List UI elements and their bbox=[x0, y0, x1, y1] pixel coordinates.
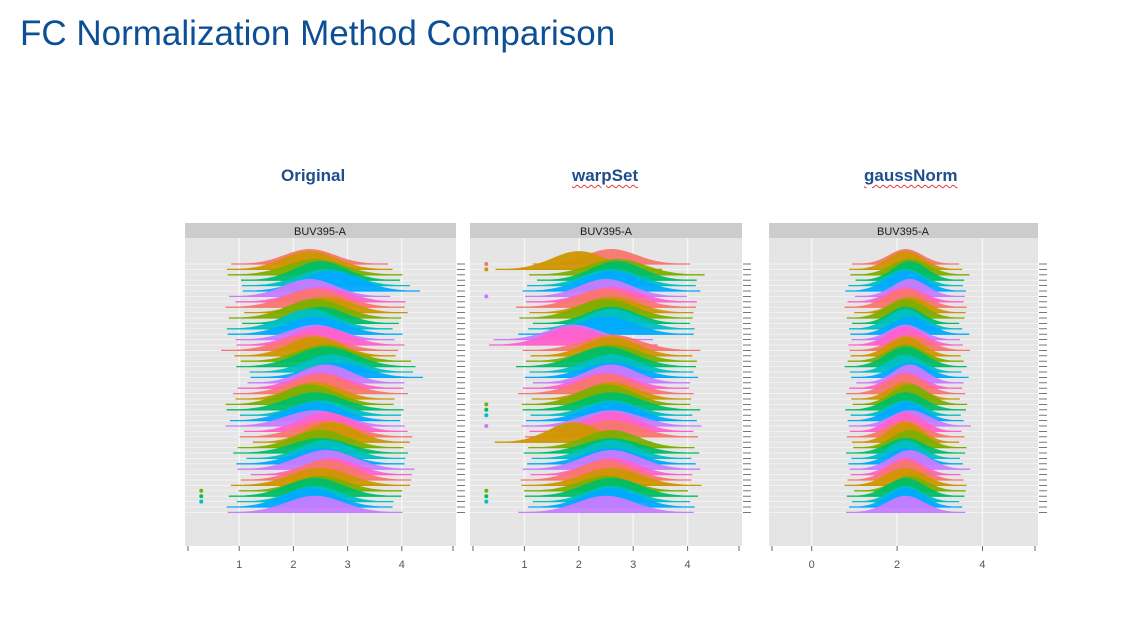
density-ridge bbox=[241, 495, 389, 513]
density-ridge bbox=[239, 288, 392, 308]
outlier-point bbox=[484, 407, 489, 412]
x-tick-label: 2 bbox=[894, 559, 900, 571]
strip-label: BUV395-A bbox=[877, 226, 930, 238]
density-ridge bbox=[531, 495, 681, 513]
slide-title: FC Normalization Method Comparison bbox=[20, 14, 616, 53]
right-ticks bbox=[743, 263, 751, 513]
right-ticks bbox=[457, 263, 465, 513]
x-tick-label: 4 bbox=[979, 559, 985, 571]
outlier-point bbox=[484, 494, 489, 499]
x-tick-label: 1 bbox=[236, 559, 242, 571]
x-axis: 0 2 4 bbox=[771, 546, 1036, 571]
method-label-gaussnorm: gaussNorm bbox=[864, 166, 958, 185]
right-ticks bbox=[1039, 263, 1047, 513]
outlier-point bbox=[484, 424, 489, 428]
density-ridges bbox=[489, 249, 705, 514]
method-label-warpset: warpSet bbox=[572, 166, 639, 185]
outlier-point bbox=[484, 488, 489, 493]
x-tick-label: 1 bbox=[521, 559, 527, 571]
outlier-point bbox=[484, 413, 489, 418]
outlier-point bbox=[199, 494, 204, 499]
x-tick-label: 3 bbox=[630, 559, 636, 571]
outlier-points bbox=[484, 262, 489, 504]
outlier-point bbox=[484, 267, 489, 272]
panel-gaussnorm: BUV395-A 0 2 4 bbox=[769, 223, 1047, 571]
x-axis: 1 2 3 4 bbox=[187, 546, 454, 571]
x-tick-label: 2 bbox=[576, 559, 582, 571]
outlier-point bbox=[484, 402, 489, 407]
x-tick-label: 0 bbox=[809, 559, 815, 571]
x-tick-label: 4 bbox=[685, 559, 691, 571]
panel-warpset: BUV395-A 1 2 3 4 bbox=[470, 223, 751, 571]
outlier-point bbox=[484, 262, 489, 266]
method-label-original: Original bbox=[281, 166, 346, 185]
outlier-point bbox=[199, 488, 204, 493]
strip-header bbox=[769, 223, 1038, 238]
strip-label: BUV395-A bbox=[294, 226, 347, 238]
x-tick-label: 3 bbox=[345, 559, 351, 571]
outlier-point bbox=[484, 294, 489, 299]
outlier-point bbox=[484, 499, 489, 504]
density-ridge bbox=[856, 495, 955, 513]
strip-header bbox=[470, 223, 742, 238]
outlier-point bbox=[199, 499, 204, 504]
strip-header bbox=[185, 223, 456, 238]
density-ridges bbox=[844, 249, 971, 514]
x-axis: 1 2 3 4 bbox=[472, 546, 740, 571]
panel-original: BUV395-A 1 2 3 4 bbox=[185, 223, 465, 571]
outlier-points bbox=[199, 488, 204, 504]
x-tick-label: 2 bbox=[290, 559, 296, 571]
strip-label: BUV395-A bbox=[580, 226, 633, 238]
density-ridges bbox=[221, 249, 424, 514]
x-tick-label: 4 bbox=[399, 559, 405, 571]
